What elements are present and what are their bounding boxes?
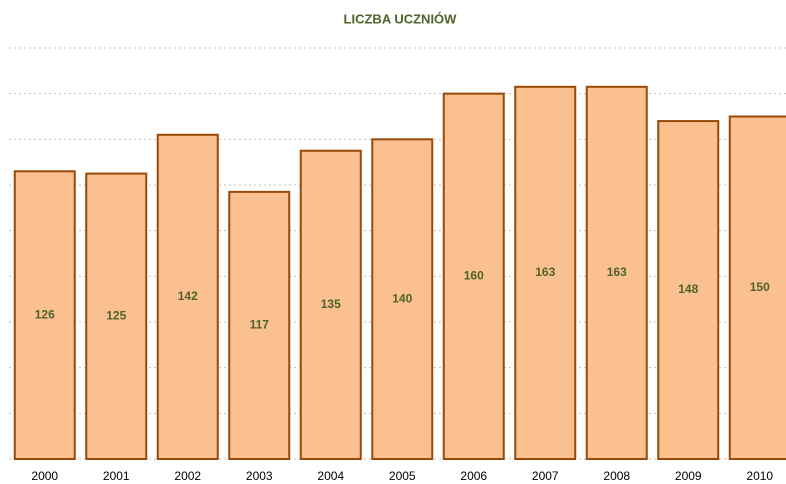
bar bbox=[371, 138, 434, 460]
data-label: 126 bbox=[35, 307, 55, 321]
x-tick-label: 2004 bbox=[317, 469, 344, 483]
x-tick-label: 2007 bbox=[532, 469, 559, 483]
x-tick-label: 2010 bbox=[746, 469, 773, 483]
data-label: 163 bbox=[535, 265, 555, 279]
x-tick-label: 2008 bbox=[603, 469, 630, 483]
chart-title: LICZBA UCZNIÓW bbox=[344, 11, 458, 26]
bar bbox=[728, 115, 786, 460]
x-tick-label: 2002 bbox=[174, 469, 201, 483]
bar bbox=[514, 85, 577, 460]
x-tick-label: 2001 bbox=[103, 469, 130, 483]
bar bbox=[156, 133, 219, 460]
data-label: 117 bbox=[250, 318, 270, 332]
data-label: 125 bbox=[106, 308, 126, 322]
data-label: 135 bbox=[321, 297, 341, 311]
data-label: 148 bbox=[678, 282, 698, 296]
bar bbox=[228, 190, 291, 460]
bar bbox=[299, 149, 362, 460]
x-tick-label: 2000 bbox=[31, 469, 58, 483]
bar bbox=[442, 92, 505, 461]
bar bbox=[657, 120, 720, 460]
data-label: 140 bbox=[392, 291, 412, 305]
x-tick-label: 2005 bbox=[389, 469, 416, 483]
x-tick-label: 2006 bbox=[460, 469, 487, 483]
bar bbox=[585, 85, 648, 460]
x-tick-label: 2009 bbox=[675, 469, 702, 483]
data-label: 150 bbox=[750, 280, 770, 294]
bar bbox=[85, 172, 148, 460]
x-tick-label: 2003 bbox=[246, 469, 273, 483]
data-label: 160 bbox=[464, 269, 484, 283]
data-label: 163 bbox=[607, 265, 627, 279]
bar bbox=[13, 170, 76, 461]
data-label: 142 bbox=[178, 289, 198, 303]
